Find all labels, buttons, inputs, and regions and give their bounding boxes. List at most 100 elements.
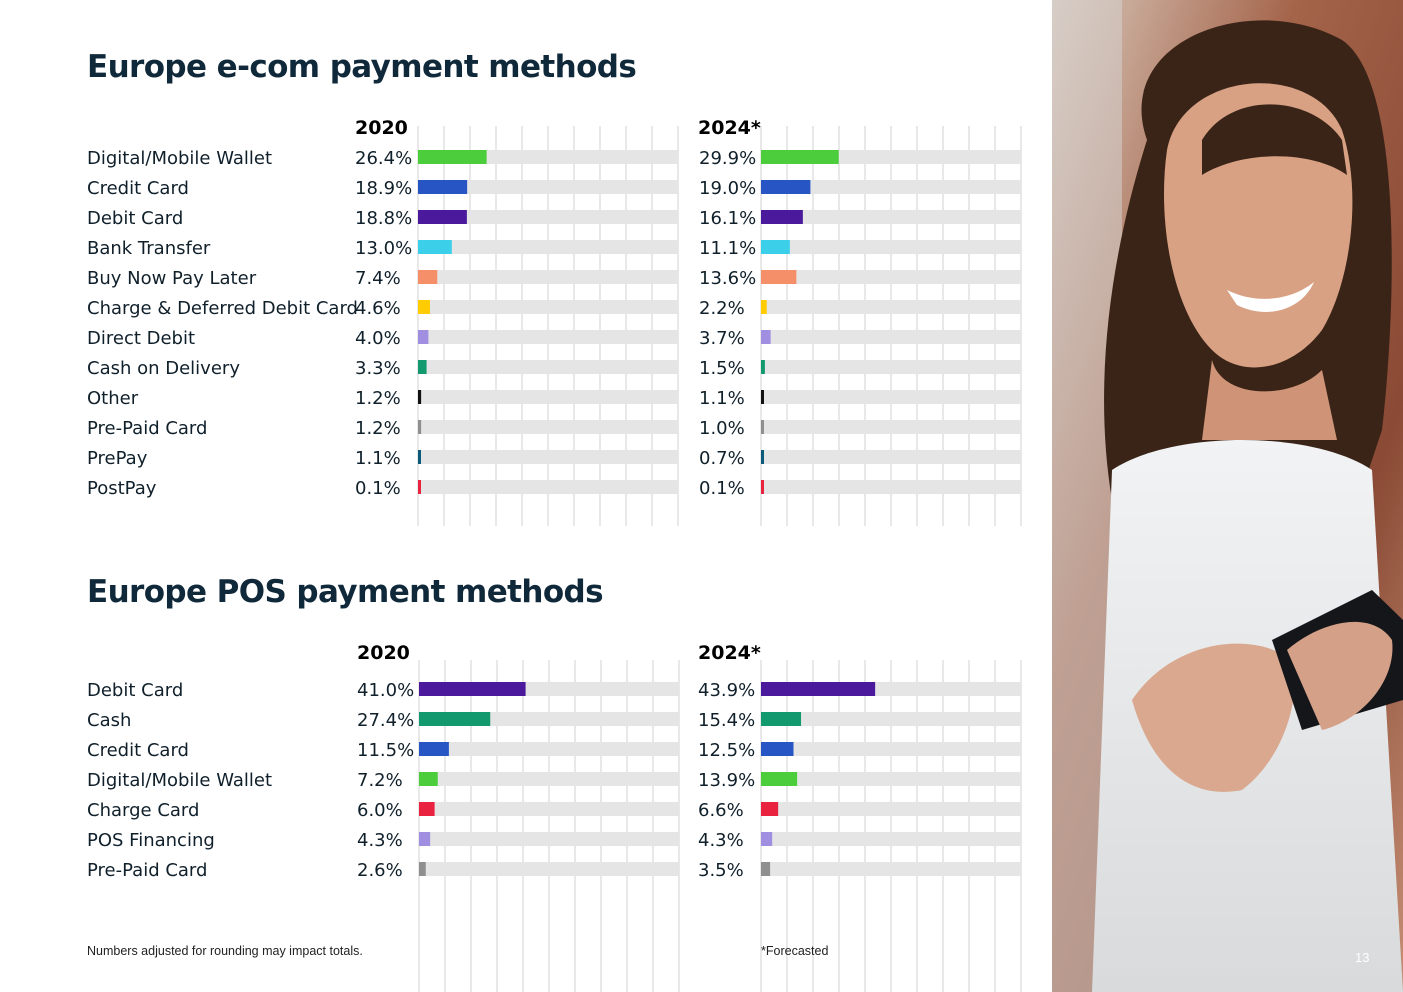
ecom-bar	[761, 330, 771, 344]
pos-bar-track	[419, 802, 679, 816]
ecom-bar-track	[761, 480, 1021, 494]
ecom-bar	[418, 180, 468, 194]
pos-bar	[419, 772, 438, 786]
pos-value-label: 41.0%	[357, 680, 414, 701]
ecom-year-2020-heading: 2020	[355, 117, 408, 139]
pos-bar	[419, 712, 491, 726]
ecom-category-label: Debit Card	[87, 208, 183, 229]
ecom-value-label: 7.4%	[355, 268, 401, 289]
pos-gridlines-2024	[760, 660, 1022, 992]
pos-value-label: 6.6%	[698, 800, 744, 821]
pos-value-label: 2.6%	[357, 860, 403, 881]
ecom-bar-track	[761, 300, 1021, 314]
ecom-bar	[761, 450, 764, 464]
pos-bar-track	[761, 712, 1021, 726]
ecom-value-label: 1.5%	[699, 358, 745, 379]
ecom-bar	[418, 240, 452, 254]
forecast-footnote: *Forecasted	[761, 944, 829, 958]
ecom-bar	[418, 390, 422, 404]
ecom-bar-track	[418, 180, 678, 194]
ecom-bar-track	[418, 420, 678, 434]
ecom-value-label: 1.2%	[355, 418, 401, 439]
ecom-bar-track	[761, 330, 1021, 344]
ecom-bar-track	[418, 450, 678, 464]
ecom-bar	[761, 210, 803, 224]
page-number: 13	[1355, 950, 1370, 965]
ecom-value-label: 1.0%	[699, 418, 745, 439]
pos-bar-track	[761, 862, 1021, 876]
ecom-bar	[761, 270, 797, 284]
ecom-value-label: 2.2%	[699, 298, 745, 319]
pos-category-label: Digital/Mobile Wallet	[87, 770, 272, 791]
pos-bar	[761, 772, 798, 786]
ecom-category-label: Bank Transfer	[87, 238, 211, 259]
pos-value-label: 4.3%	[698, 830, 744, 851]
ecom-bar	[418, 270, 438, 284]
ecom-bar	[761, 240, 790, 254]
ecom-value-label: 0.7%	[699, 448, 745, 469]
pos-category-label: Cash	[87, 710, 131, 731]
ecom-bar	[418, 420, 422, 434]
pos-value-label: 15.4%	[698, 710, 755, 731]
pos-payment-chart: 2020 2024* Debit Card 41.0% 43.9% Cash 27.4%…	[87, 642, 1022, 992]
ecom-bar-track	[418, 480, 678, 494]
pos-bar	[419, 862, 426, 876]
pos-value-label: 27.4%	[357, 710, 414, 731]
ecom-value-label: 29.9%	[699, 148, 756, 169]
ecom-bar-track	[418, 210, 678, 224]
ecom-bar-track	[418, 300, 678, 314]
pos-value-label: 13.9%	[698, 770, 755, 791]
ecom-category-label: Buy Now Pay Later	[87, 268, 257, 289]
ecom-value-label: 0.1%	[699, 478, 745, 499]
ecom-category-label: Direct Debit	[87, 328, 195, 349]
pos-year-2024-heading: 2024*	[698, 642, 761, 664]
pos-value-label: 12.5%	[698, 740, 755, 761]
pos-value-label: 6.0%	[357, 800, 403, 821]
pos-bar-track	[419, 742, 679, 756]
ecom-category-label: Cash on Delivery	[87, 358, 240, 379]
ecom-bar-track	[761, 420, 1021, 434]
ecom-value-label: 13.0%	[355, 238, 412, 259]
ecom-category-label: Pre-Paid Card	[87, 418, 207, 439]
ecom-bar-track	[418, 390, 678, 404]
pos-bar	[761, 712, 802, 726]
ecom-category-label: Credit Card	[87, 178, 189, 199]
ecom-value-label: 16.1%	[699, 208, 756, 229]
pos-bar	[761, 682, 876, 696]
ecom-bar	[418, 150, 487, 164]
pos-gridlines-2020	[418, 660, 680, 992]
ecom-chart-title: Europe e-com payment methods	[87, 49, 637, 85]
ecom-bar-track	[418, 360, 678, 374]
ecom-bar-track	[761, 360, 1021, 374]
pos-bar-track	[761, 772, 1021, 786]
pos-category-label: Charge Card	[87, 800, 199, 821]
woman-with-phone-photo	[1052, 0, 1403, 992]
pos-value-label: 7.2%	[357, 770, 403, 791]
pos-category-label: Debit Card	[87, 680, 183, 701]
pos-bar	[761, 742, 794, 756]
ecom-category-label: PostPay	[87, 478, 157, 499]
pos-bar-track	[419, 862, 679, 876]
ecom-value-label: 3.3%	[355, 358, 401, 379]
ecom-category-label: Charge & Deferred Debit Card	[87, 298, 358, 319]
ecom-value-label: 26.4%	[355, 148, 412, 169]
ecom-value-label: 0.1%	[355, 478, 401, 499]
ecom-bar	[418, 210, 467, 224]
ecom-bar-track	[418, 330, 678, 344]
ecom-payment-chart: 2020 2024* Digital/Mobile Wallet 26.4% 29.…	[87, 117, 1022, 526]
ecom-bar-track	[761, 390, 1021, 404]
ecom-bar	[418, 450, 421, 464]
pos-value-label: 43.9%	[698, 680, 755, 701]
ecom-bar-track	[761, 210, 1021, 224]
pos-bar-track	[761, 742, 1021, 756]
ecom-bar	[761, 180, 811, 194]
ecom-bar	[761, 390, 764, 404]
ecom-value-label: 18.8%	[355, 208, 412, 229]
pos-bar	[761, 802, 779, 816]
ecom-value-label: 11.1%	[699, 238, 756, 259]
pos-bar	[419, 682, 526, 696]
ecom-bar-track	[761, 240, 1021, 254]
pos-value-label: 4.3%	[357, 830, 403, 851]
pos-value-label: 3.5%	[698, 860, 744, 881]
pos-bar	[419, 742, 449, 756]
